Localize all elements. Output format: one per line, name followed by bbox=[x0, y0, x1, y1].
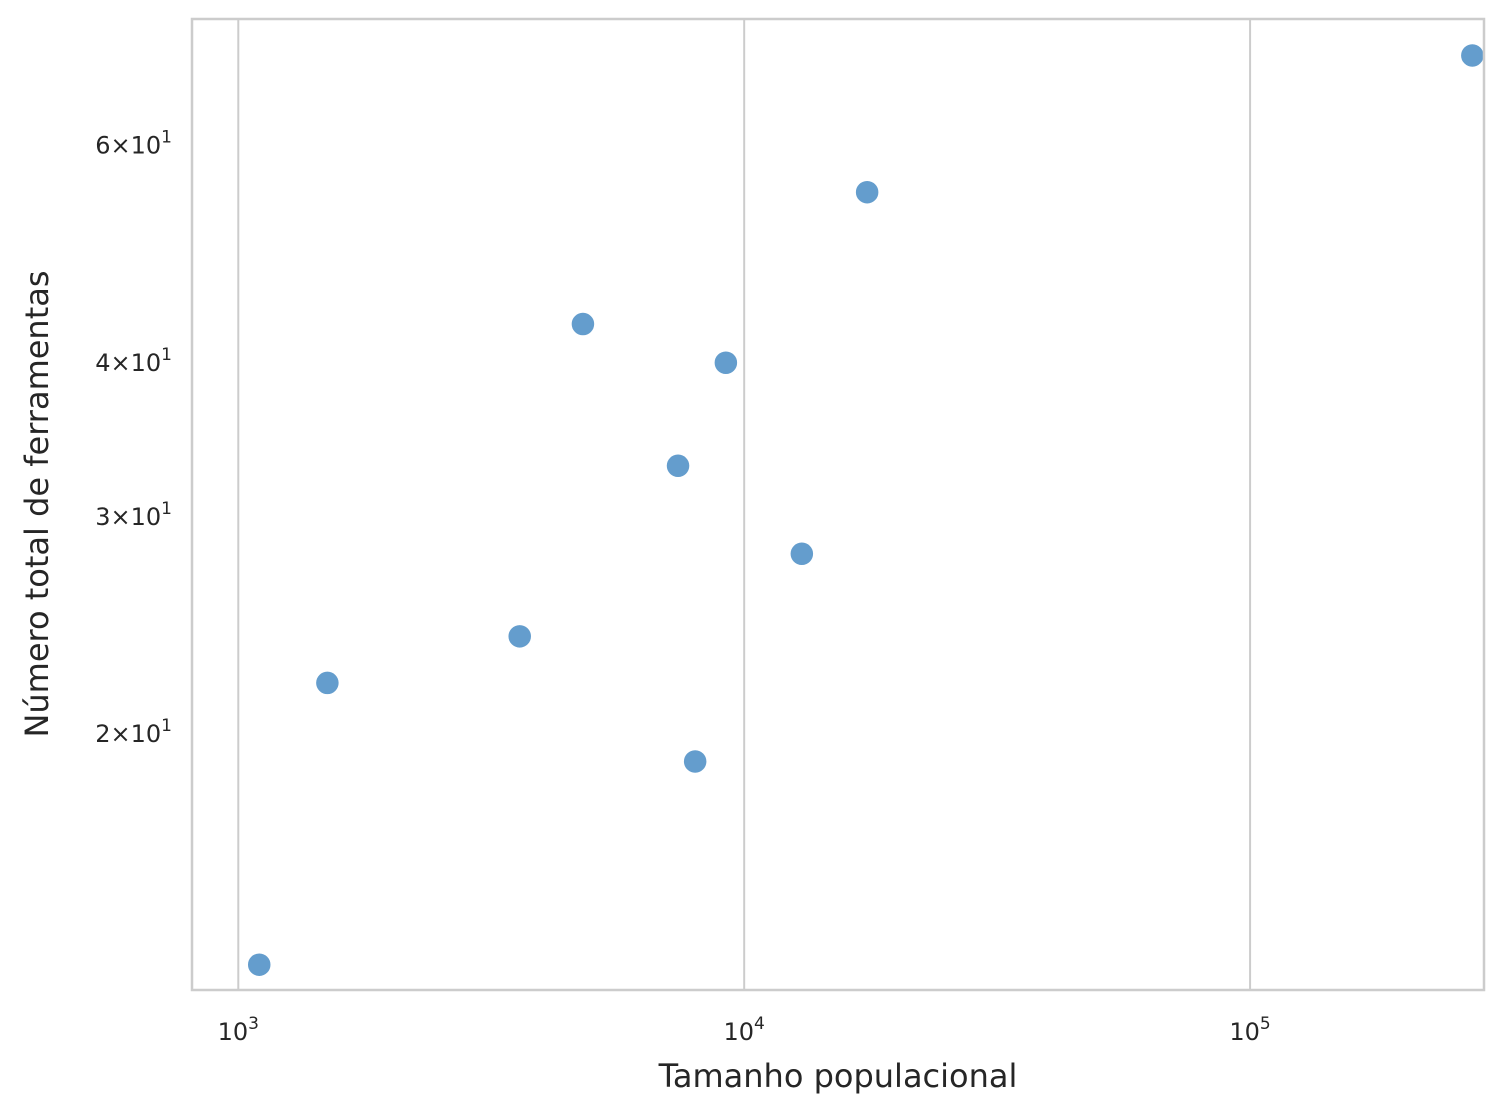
x-tick-labels: 103 104 105 bbox=[218, 1014, 1271, 1046]
y-tick-mantissa: 4×10 bbox=[95, 349, 161, 377]
y-tick-mantissa: 2×10 bbox=[95, 720, 161, 748]
y-tick-exponent: 1 bbox=[161, 345, 172, 365]
x-tick-base: 10 bbox=[723, 1018, 754, 1046]
y-tick-label: 2×101 bbox=[95, 716, 172, 748]
grid-lines bbox=[237, 19, 1252, 990]
y-tick-mantissa: 6×10 bbox=[95, 132, 161, 160]
scatter-point bbox=[665, 453, 691, 479]
y-tick-exponent: 1 bbox=[161, 716, 172, 736]
x-tick-label: 104 bbox=[723, 1014, 764, 1046]
scatter-point bbox=[314, 670, 341, 696]
y-tick-mantissa: 3×10 bbox=[95, 503, 161, 531]
y-axis-label: Número total de ferramentas bbox=[18, 270, 56, 737]
scatter-point bbox=[789, 541, 815, 567]
scatter-point bbox=[506, 623, 533, 650]
y-tick-exponent: 1 bbox=[161, 499, 172, 519]
data-points bbox=[246, 42, 1486, 978]
scatter-point bbox=[854, 179, 880, 205]
y-tick-exponent: 1 bbox=[161, 128, 172, 148]
scatter-point bbox=[570, 311, 596, 337]
plot-area-frame bbox=[190, 17, 1486, 992]
y-tick-label: 6×101 bbox=[95, 128, 172, 160]
x-tick-label: 103 bbox=[218, 1014, 259, 1046]
y-tick-label: 4×101 bbox=[95, 345, 172, 377]
x-axis-label: Tamanho populacional bbox=[658, 1057, 1018, 1095]
x-tick-exponent: 3 bbox=[248, 1014, 259, 1034]
x-tick-exponent: 4 bbox=[754, 1014, 765, 1034]
y-tick-label: 3×101 bbox=[95, 499, 172, 531]
x-tick-label: 105 bbox=[1229, 1014, 1270, 1046]
scatter-point bbox=[1459, 42, 1486, 69]
x-tick-base: 10 bbox=[1229, 1018, 1260, 1046]
scatter-point bbox=[713, 350, 739, 376]
x-tick-exponent: 5 bbox=[1260, 1014, 1271, 1034]
scatter-point bbox=[246, 951, 272, 978]
x-tick-base: 10 bbox=[218, 1018, 249, 1046]
scatter-point bbox=[682, 748, 708, 775]
